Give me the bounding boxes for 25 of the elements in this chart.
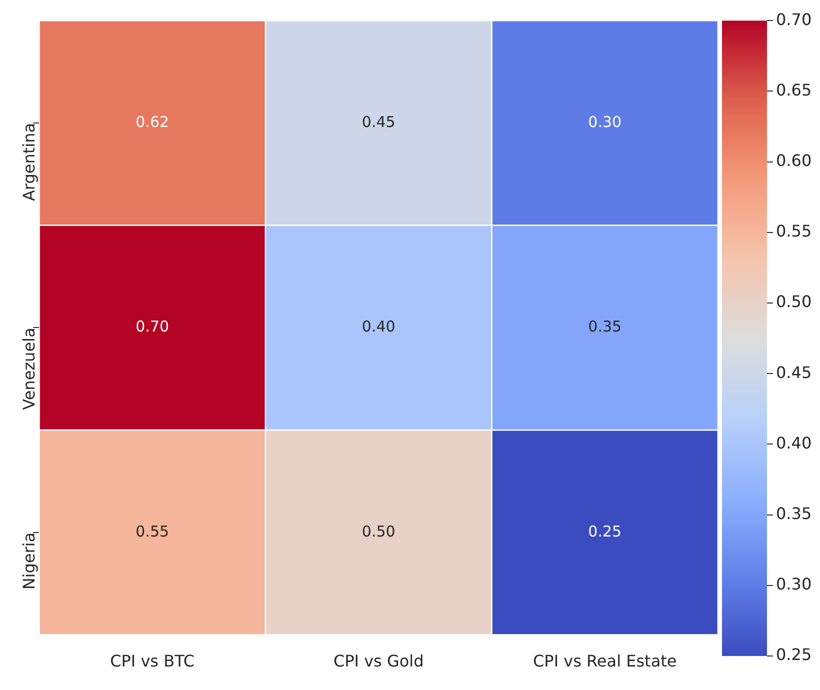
data-label: 0.25 — [588, 522, 622, 540]
data-label: 0.30 — [588, 112, 622, 131]
x-tick-label: CPI vs Real Estate — [533, 652, 677, 671]
color-bar-label: 0.65 — [776, 80, 812, 100]
color-bar-label: 0.40 — [776, 433, 812, 452]
color-bar-label: 0.35 — [776, 504, 812, 523]
data-label: 0.70 — [136, 318, 170, 336]
color-bar-label: 0.55 — [776, 222, 812, 241]
y-tick-label: Argentina — [19, 122, 38, 202]
y-tick-label: Venezuela — [19, 328, 38, 410]
x-tick-label: CPI vs Gold — [333, 652, 424, 671]
color-bar-label: 0.70 — [776, 10, 812, 29]
data-label: 0.45 — [362, 112, 396, 131]
color-bar-label: 0.50 — [776, 292, 812, 312]
color-bar-label: 0.45 — [776, 362, 812, 382]
color-bar-label: 0.60 — [776, 150, 812, 170]
y-tick-label: Nigeria — [19, 532, 38, 590]
data-label: 0.35 — [588, 318, 622, 336]
color-bar-label: 0.30 — [776, 574, 812, 594]
color-bar-label: 0.25 — [776, 645, 812, 664]
data-label: 0.55 — [136, 522, 170, 540]
x-tick-label: CPI vs BTC — [110, 652, 195, 671]
data-label: 0.40 — [362, 318, 396, 336]
data-label: 0.50 — [362, 522, 396, 540]
data-label: 0.62 — [136, 112, 170, 131]
